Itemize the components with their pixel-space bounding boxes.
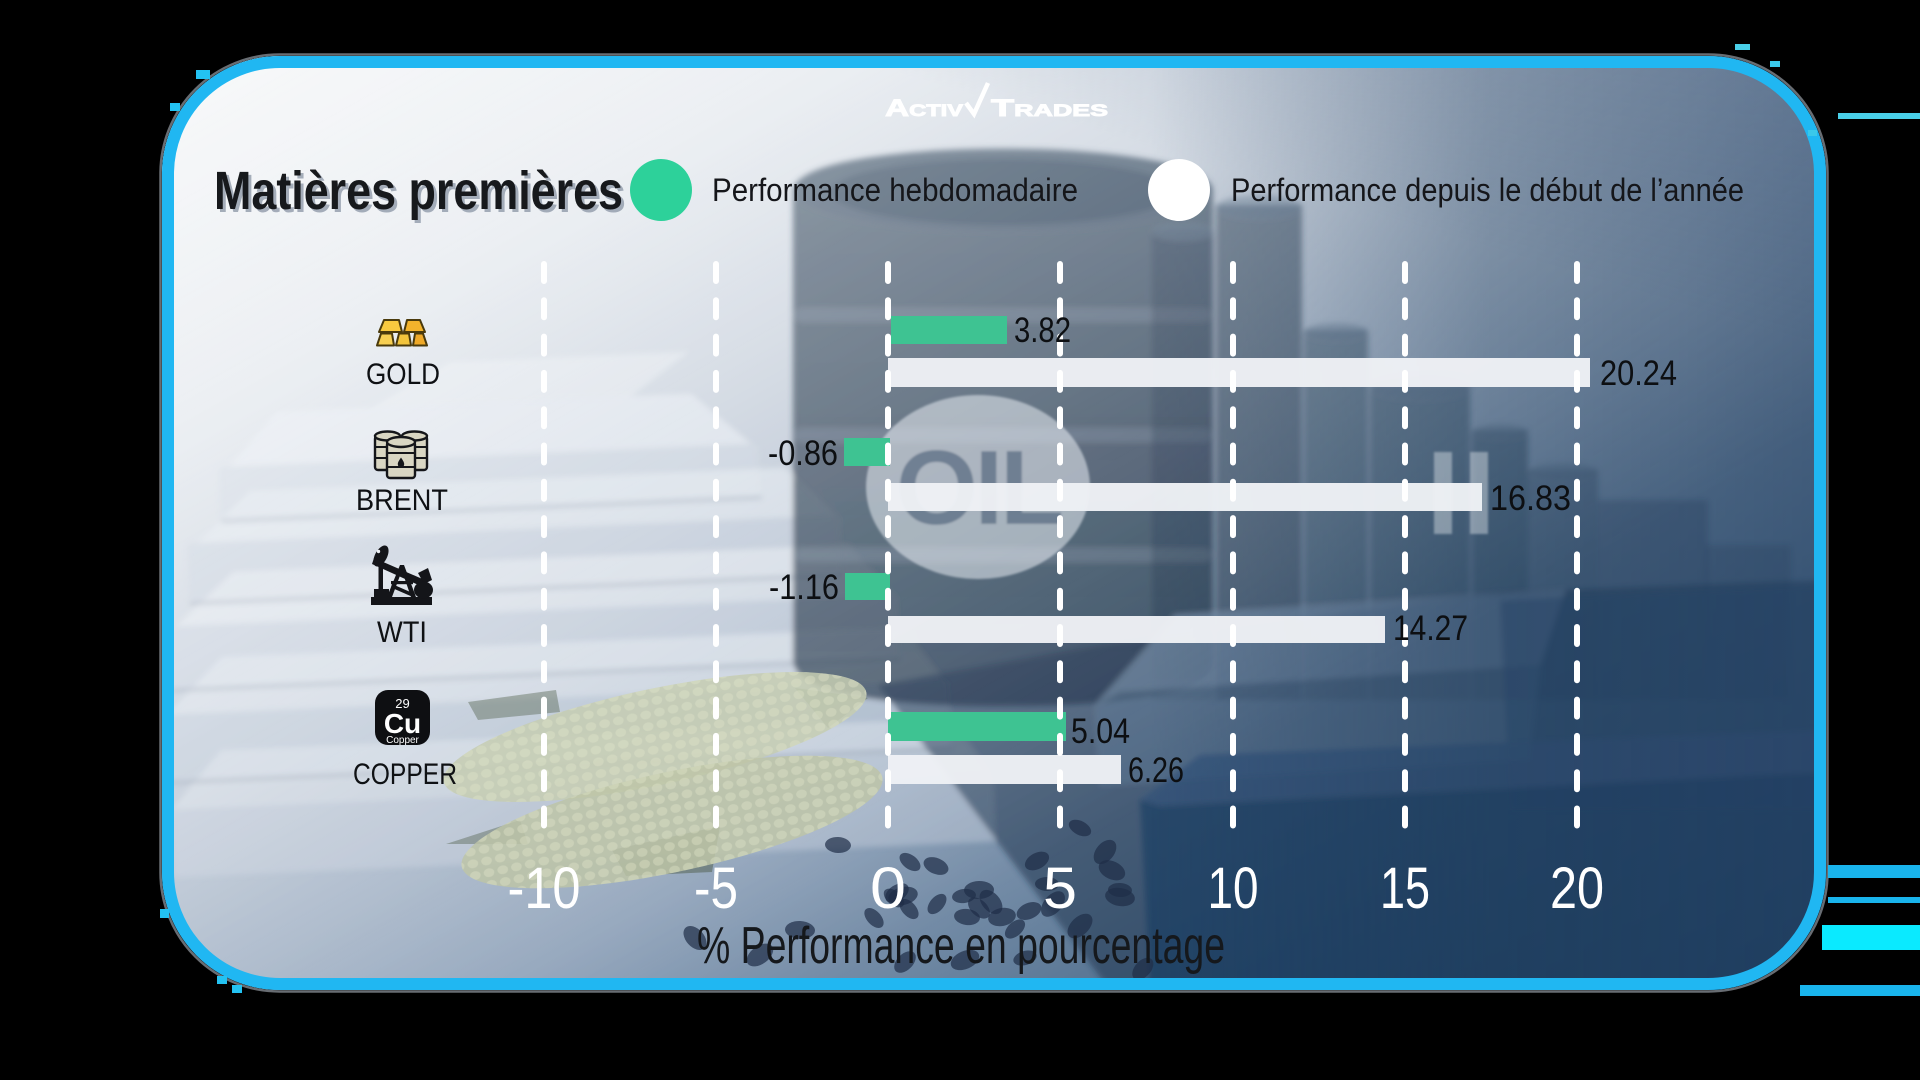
svg-text:20: 20 [1550, 856, 1604, 921]
svg-text:Trades: Trades [991, 95, 1108, 122]
svg-text:GOLD: GOLD [366, 358, 440, 391]
svg-text:-1.16: -1.16 [769, 568, 839, 607]
svg-text:6.26: 6.26 [1128, 751, 1184, 790]
svg-text:Performance depuis le début de: Performance depuis le début de l’année [1231, 172, 1744, 208]
svg-text:15: 15 [1380, 856, 1430, 921]
svg-text:16.83: 16.83 [1490, 479, 1571, 518]
svg-text:5: 5 [1043, 856, 1077, 921]
svg-text:20.24: 20.24 [1600, 354, 1677, 393]
svg-text:Matières premières: Matières premières [217, 164, 626, 224]
svg-text:29: 29 [395, 696, 409, 711]
svg-text:Copper: Copper [386, 735, 419, 746]
svg-text:WTI: WTI [377, 616, 427, 649]
svg-text:Activ: Activ [885, 95, 964, 122]
svg-text:14.27: 14.27 [1393, 609, 1468, 648]
svg-text:Matières premières: Matières premières [214, 161, 623, 221]
svg-text:BRENT: BRENT [356, 484, 448, 517]
svg-text:-10: -10 [508, 856, 581, 921]
svg-text:0: 0 [870, 856, 906, 921]
svg-text:COPPER: COPPER [353, 758, 457, 791]
svg-text:-5: -5 [694, 856, 738, 921]
svg-text:10: 10 [1208, 856, 1259, 921]
svg-text:% Performance en pourcentage: % Performance en pourcentage [697, 917, 1225, 975]
svg-text:Performance hebdomadaire: Performance hebdomadaire [712, 172, 1078, 208]
svg-text:3.82: 3.82 [1014, 311, 1071, 350]
svg-text:Cu: Cu [384, 708, 421, 739]
svg-text:-0.86: -0.86 [768, 434, 838, 473]
svg-text:5.04: 5.04 [1071, 712, 1130, 751]
